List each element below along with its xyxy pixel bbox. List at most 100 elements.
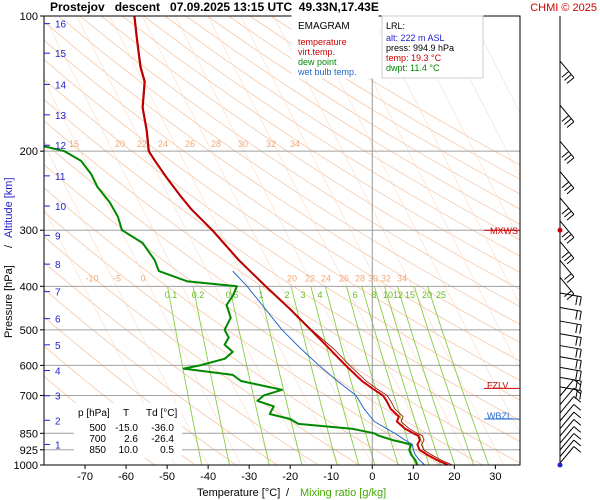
x-tick-label--30: -30 [241, 471, 257, 483]
km-tick-label-4: 4 [55, 367, 61, 378]
dry-adiabat [44, 78, 520, 401]
wind-max-dot [557, 227, 563, 233]
y-axis-title-altitude: Altitude [km] [3, 177, 15, 238]
wind-barb-flag [561, 230, 570, 238]
isotherm-label-400-30: 30 [368, 273, 378, 283]
wind-barb-staff [559, 104, 575, 123]
wind-barb [559, 320, 582, 334]
wind-barb-staff [559, 411, 575, 429]
isotherm-label-400-24: 24 [321, 273, 331, 283]
legend-temperature: temperature [298, 37, 347, 47]
isotherm-label-200-34: 34 [290, 139, 300, 149]
legend-dew-point: dew point [298, 57, 337, 67]
x-axis-title-mixing-ratio: Mixing ratio [g/kg] [300, 487, 386, 499]
wind-barb [559, 104, 575, 128]
isotherm-label-200-24: 24 [158, 139, 168, 149]
wind-barb-flag [575, 389, 578, 399]
wind-surface-dot [557, 462, 563, 468]
wind-barb-flag [579, 324, 582, 334]
wind-barb-flag [575, 370, 578, 380]
wind-barb-staff [559, 259, 575, 278]
chmi-credit: CHMI © 2025 [530, 2, 597, 14]
isotherm-label-400--10: -10 [85, 273, 98, 283]
moist-adiabat [174, 16, 406, 465]
x-axis-slash: / [286, 487, 290, 499]
mixing-ratio-label-6: 6 [352, 290, 357, 300]
x-tick-label-30: 30 [489, 471, 501, 483]
wind-barb-staff [559, 419, 575, 437]
wind-barb [559, 366, 582, 381]
x-axis-title: Temperature [°C] [197, 487, 280, 499]
wind-barb-flag [564, 290, 572, 297]
wind-barb-staff [559, 140, 575, 159]
wind-barb-flag [561, 251, 570, 259]
wind-barb [559, 259, 575, 284]
wind-barb [559, 307, 582, 321]
wind-barb-flag [561, 151, 570, 158]
wind-barb-flag [575, 310, 578, 320]
p-tick-label-700: 700 [20, 390, 38, 402]
wind-barb-flag [564, 154, 572, 161]
y-axis-title: Pressure [hPa] [3, 265, 15, 338]
wind-barb [559, 292, 582, 306]
km-tick-label-6: 6 [55, 315, 61, 326]
wind-barb [559, 411, 582, 429]
mixing-ratio-label-8: 8 [371, 290, 376, 300]
wind-barb-flag [573, 446, 582, 453]
km-tick-label-1: 1 [55, 440, 61, 451]
wind-barb-flag [575, 296, 578, 306]
wind-barb-flag [564, 118, 572, 125]
isotherm-label-200-32: 32 [266, 139, 276, 149]
legend-wet-bulb: wet bulb temp. [297, 67, 357, 77]
mixing-ratio-label-0.1: 0.1 [165, 290, 178, 300]
wind-barb-flag [573, 404, 582, 411]
wind-barb-flag [561, 181, 570, 189]
marker-fzlv: FZLV [487, 380, 508, 390]
wind-barb-staff [559, 220, 575, 238]
lrl-box: LRL: alt: 222 m ASL press: 994.9 hPa tem… [381, 15, 484, 79]
legend-title: EMAGRAM [298, 21, 350, 32]
wind-barb-flag [579, 370, 582, 381]
plot-frame [43, 15, 521, 466]
isotherm-label-400-32: 32 [381, 273, 391, 283]
x-tick-label--40: -40 [200, 471, 216, 483]
p-tick-label-100: 100 [20, 11, 38, 23]
wind-barb-flag [579, 349, 582, 359]
km-tick-label-2: 2 [55, 416, 61, 427]
km-tick-label-16: 16 [55, 20, 67, 31]
wind-barb-staff [559, 171, 575, 189]
x-tick-label--50: -50 [159, 471, 175, 483]
x-tick-label--10: -10 [323, 471, 339, 483]
wind-barb-flag [573, 396, 582, 403]
isotherm-label-400-22: 22 [305, 273, 315, 283]
wind-barb [559, 356, 582, 370]
wind-barb-flag [579, 390, 582, 400]
isotherm-label-400-0: 0 [140, 273, 145, 283]
isotherm-label-400--5: -5 [113, 273, 121, 283]
wind-barb [559, 396, 582, 414]
wind-barb-flag [579, 296, 582, 306]
dry-adiabat [206, 16, 520, 210]
moist-adiabat [371, 16, 520, 306]
wind-barb [559, 277, 575, 301]
wind-barb-staff [559, 197, 575, 215]
chart-title: Prostejov descent 07.09.2025 13:15 UTC 4… [50, 0, 379, 14]
lrl-press: press: 994.9 hPa [386, 43, 454, 53]
wind-barb-flag [561, 207, 570, 215]
km-tick-label-5: 5 [55, 341, 61, 352]
x-tick-label--70: -70 [77, 471, 93, 483]
moist-adiabat [44, 79, 242, 465]
p-tick-label-400: 400 [20, 281, 38, 293]
dry-adiabat [164, 16, 520, 241]
wind-barb-flag [579, 360, 582, 370]
moist-adiabat [273, 16, 504, 465]
wind-barb-flag [566, 257, 575, 265]
mixing-ratio-label-20: 20 [422, 290, 432, 300]
isotherm-label-200-15: 15 [69, 139, 79, 149]
wind-barb-staff [559, 446, 575, 464]
p-tick-label-500: 500 [20, 325, 38, 337]
mixing-ratio-label-25: 25 [436, 290, 446, 300]
isotherm-label-200-28: 28 [211, 139, 221, 149]
wind-barb-flag [579, 381, 582, 391]
km-tick-label-15: 15 [55, 49, 67, 60]
